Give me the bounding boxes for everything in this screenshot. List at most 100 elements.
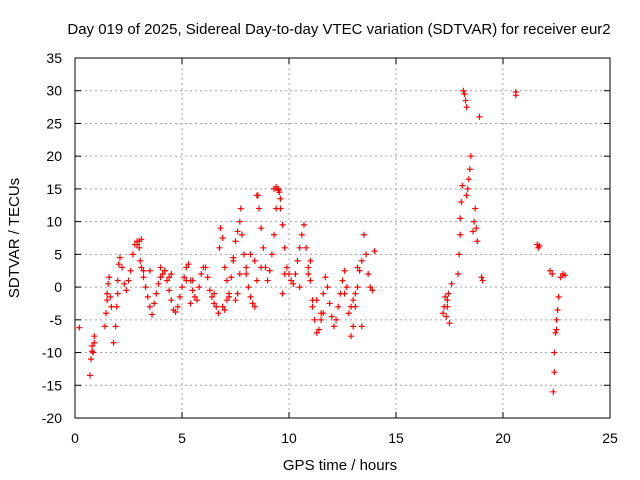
data-point [238, 231, 245, 238]
data-point [166, 274, 173, 281]
data-point [341, 290, 348, 297]
y-tick-label: -15 [42, 377, 62, 393]
data-point [144, 293, 151, 300]
data-point [76, 324, 83, 331]
data-point [356, 267, 363, 274]
data-point [348, 303, 355, 310]
data-point [471, 218, 478, 225]
data-point [103, 310, 110, 317]
data-point [358, 323, 365, 330]
data-point [549, 271, 556, 277]
data-point [369, 287, 376, 294]
data-point [264, 277, 271, 284]
data-point [330, 323, 337, 330]
data-point [206, 287, 213, 294]
data-point [512, 92, 519, 99]
data-point [320, 310, 327, 317]
data-point [172, 308, 179, 315]
data-point [328, 313, 335, 320]
data-point [202, 264, 209, 271]
x-axis-ticks: 0 5 10 15 20 25 [71, 58, 618, 446]
plot-frame [74, 57, 611, 419]
chart-title: Day 019 of 2025, Sidereal Day-to-day VTE… [67, 21, 610, 38]
data-point [365, 271, 372, 277]
data-point [283, 264, 290, 271]
data-point [455, 271, 462, 277]
data-point [253, 277, 260, 284]
data-point [159, 271, 166, 277]
data-point [90, 349, 97, 356]
data-point [463, 192, 470, 199]
data-point [221, 264, 228, 271]
data-point [89, 343, 96, 349]
data-point [168, 271, 175, 277]
data-point [300, 221, 307, 228]
data-point [189, 277, 196, 284]
data-point [288, 277, 295, 284]
data-point [226, 293, 233, 300]
data-point [216, 244, 223, 251]
data-point [157, 264, 164, 271]
data-point [232, 297, 239, 304]
data-point [467, 153, 474, 160]
data-point [140, 274, 147, 281]
data-point [462, 97, 469, 104]
data-point [204, 274, 211, 281]
data-point [298, 231, 305, 238]
y-tick-label: -20 [42, 410, 62, 426]
data-point [442, 293, 449, 300]
data-point [322, 274, 329, 281]
data-point [479, 277, 486, 284]
data-point [146, 303, 153, 310]
data-point [457, 215, 464, 222]
data-point [129, 251, 136, 258]
data-point [247, 251, 254, 258]
data-point [371, 248, 378, 255]
data-point [551, 349, 558, 356]
data-point [105, 280, 112, 287]
data-point [164, 277, 171, 284]
data-point [553, 316, 560, 323]
x-axis-label: GPS time / hours [283, 457, 397, 474]
data-point [249, 300, 256, 307]
data-point [208, 293, 215, 300]
data-point [114, 277, 121, 284]
data-point [166, 287, 173, 294]
data-point [108, 303, 115, 310]
data-point [271, 231, 278, 238]
data-point [326, 300, 333, 307]
data-point [219, 235, 226, 241]
data-point [333, 316, 340, 323]
y-axis-ticks: -20 -15 -10 -5 0 5 10 15 20 25 30 35 [42, 50, 610, 426]
data-point [256, 205, 263, 212]
data-point [88, 356, 95, 363]
data-point [179, 284, 185, 291]
data-point [191, 293, 198, 300]
data-point [104, 297, 111, 304]
data-point [273, 183, 280, 190]
data-point [470, 228, 477, 235]
data-point [473, 225, 480, 232]
data-point [251, 303, 258, 310]
data-point [174, 303, 181, 310]
data-point [217, 225, 224, 232]
data-point [446, 320, 453, 327]
data-point [258, 264, 265, 271]
data-point [348, 333, 355, 340]
data-point [127, 267, 134, 274]
data-point [275, 187, 282, 194]
data-point [136, 244, 143, 251]
data-point [138, 264, 145, 271]
data-point [213, 303, 220, 310]
data-point [279, 221, 286, 228]
data-point [149, 311, 156, 318]
data-point [101, 323, 108, 330]
data-point [258, 225, 265, 232]
data-point [161, 267, 168, 274]
data-point [465, 176, 472, 183]
data-point [189, 287, 196, 294]
data-point [236, 218, 243, 225]
data-point [459, 182, 466, 189]
data-point [185, 261, 192, 268]
